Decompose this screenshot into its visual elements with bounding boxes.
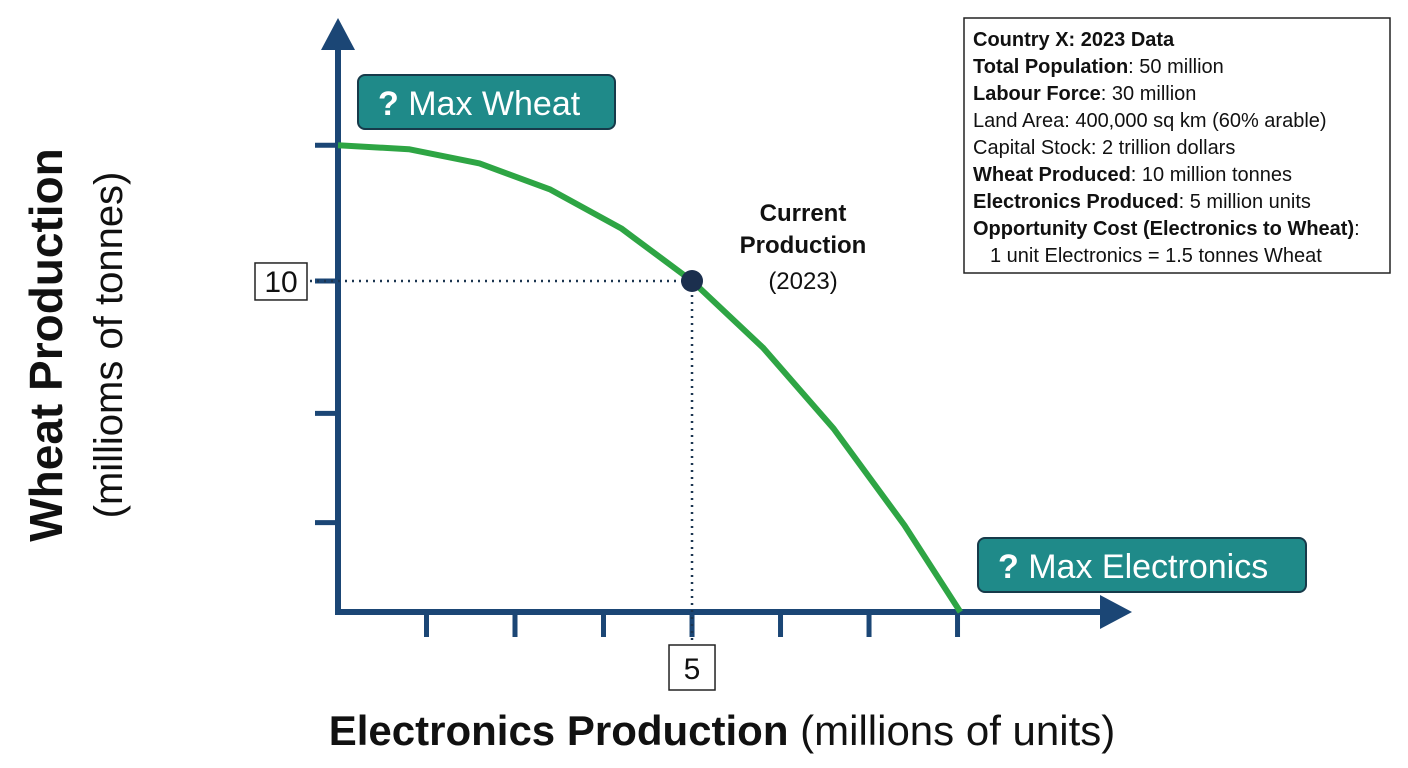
info-label: Opportunity Cost (Electronics to Wheat) (973, 218, 1354, 240)
annotation: ? Max Electronics (998, 548, 1268, 586)
annotation-icon: ? (378, 85, 399, 123)
point-label: Current Production (739, 200, 867, 259)
info-label: Land Area (973, 110, 1065, 132)
info-label: Labour Force (973, 83, 1101, 105)
info-value: : 10 million tonnes (1131, 164, 1292, 186)
info-row: Total Population: 50 million (973, 56, 1224, 78)
info-value: : 30 million (1101, 83, 1197, 105)
x-axis-units: (millions of units) (800, 707, 1115, 754)
x-axis-arrow (1100, 595, 1132, 629)
x-axis-title: Electronics Production (329, 707, 789, 754)
info-row: Wheat Produced: 10 million tonnes (973, 164, 1292, 186)
point-sublabel: (2023) (768, 268, 837, 295)
info-row: Labour Force: 30 million (973, 83, 1196, 105)
point-label-box: Current Production (739, 200, 867, 259)
info-row: Capital Stock: 2 trillion dollars (973, 137, 1235, 159)
y-axis-title-group: Wheat Production (millioms of tonnes) (20, 148, 131, 542)
y-axis-units: (millioms of tonnes) (87, 172, 131, 519)
annotation-box (357, 74, 616, 130)
info-label: Total Population (973, 56, 1128, 78)
ppf-curve (337, 142, 963, 614)
y-axis-title: Wheat Production (20, 148, 72, 542)
info-label: Capital Stock (973, 137, 1092, 159)
info-row: Land Area: 400,000 sq km (60% arable) (973, 110, 1327, 132)
info-label: Wheat Produced (973, 164, 1131, 186)
info-value: : 5 million units (1179, 191, 1311, 213)
y-tick-label: 10 (264, 266, 297, 299)
info-title: Country X: 2023 Data (973, 29, 1175, 51)
info-value: : (1354, 218, 1360, 240)
annotation-icon: ? (998, 548, 1019, 586)
info-value: : 50 million (1128, 56, 1224, 78)
x-tick-label: 5 (684, 653, 701, 686)
annotation-box (977, 537, 1307, 593)
annotation-text: Max Electronics (1028, 548, 1268, 586)
info-box (963, 17, 1391, 274)
info-note: 1 unit Electronics = 1.5 tonnes Wheat (990, 245, 1322, 267)
info-label: Electronics Produced (973, 191, 1179, 213)
info-row: Opportunity Cost (Electronics to Wheat): (973, 218, 1360, 240)
annotation-text: Max Wheat (408, 85, 580, 123)
y-axis-arrow (321, 18, 355, 50)
info-value: : 400,000 sq km (60% arable) (1064, 110, 1326, 132)
current-point (681, 269, 704, 292)
x-axis-title-group: Electronics Production (millions of unit… (329, 707, 1116, 754)
annotation: ? Max Wheat (378, 85, 581, 123)
info-row: Electronics Produced: 5 million units (973, 191, 1311, 213)
info-value: : 2 trillion dollars (1091, 137, 1236, 159)
y-tick-box (254, 262, 308, 301)
